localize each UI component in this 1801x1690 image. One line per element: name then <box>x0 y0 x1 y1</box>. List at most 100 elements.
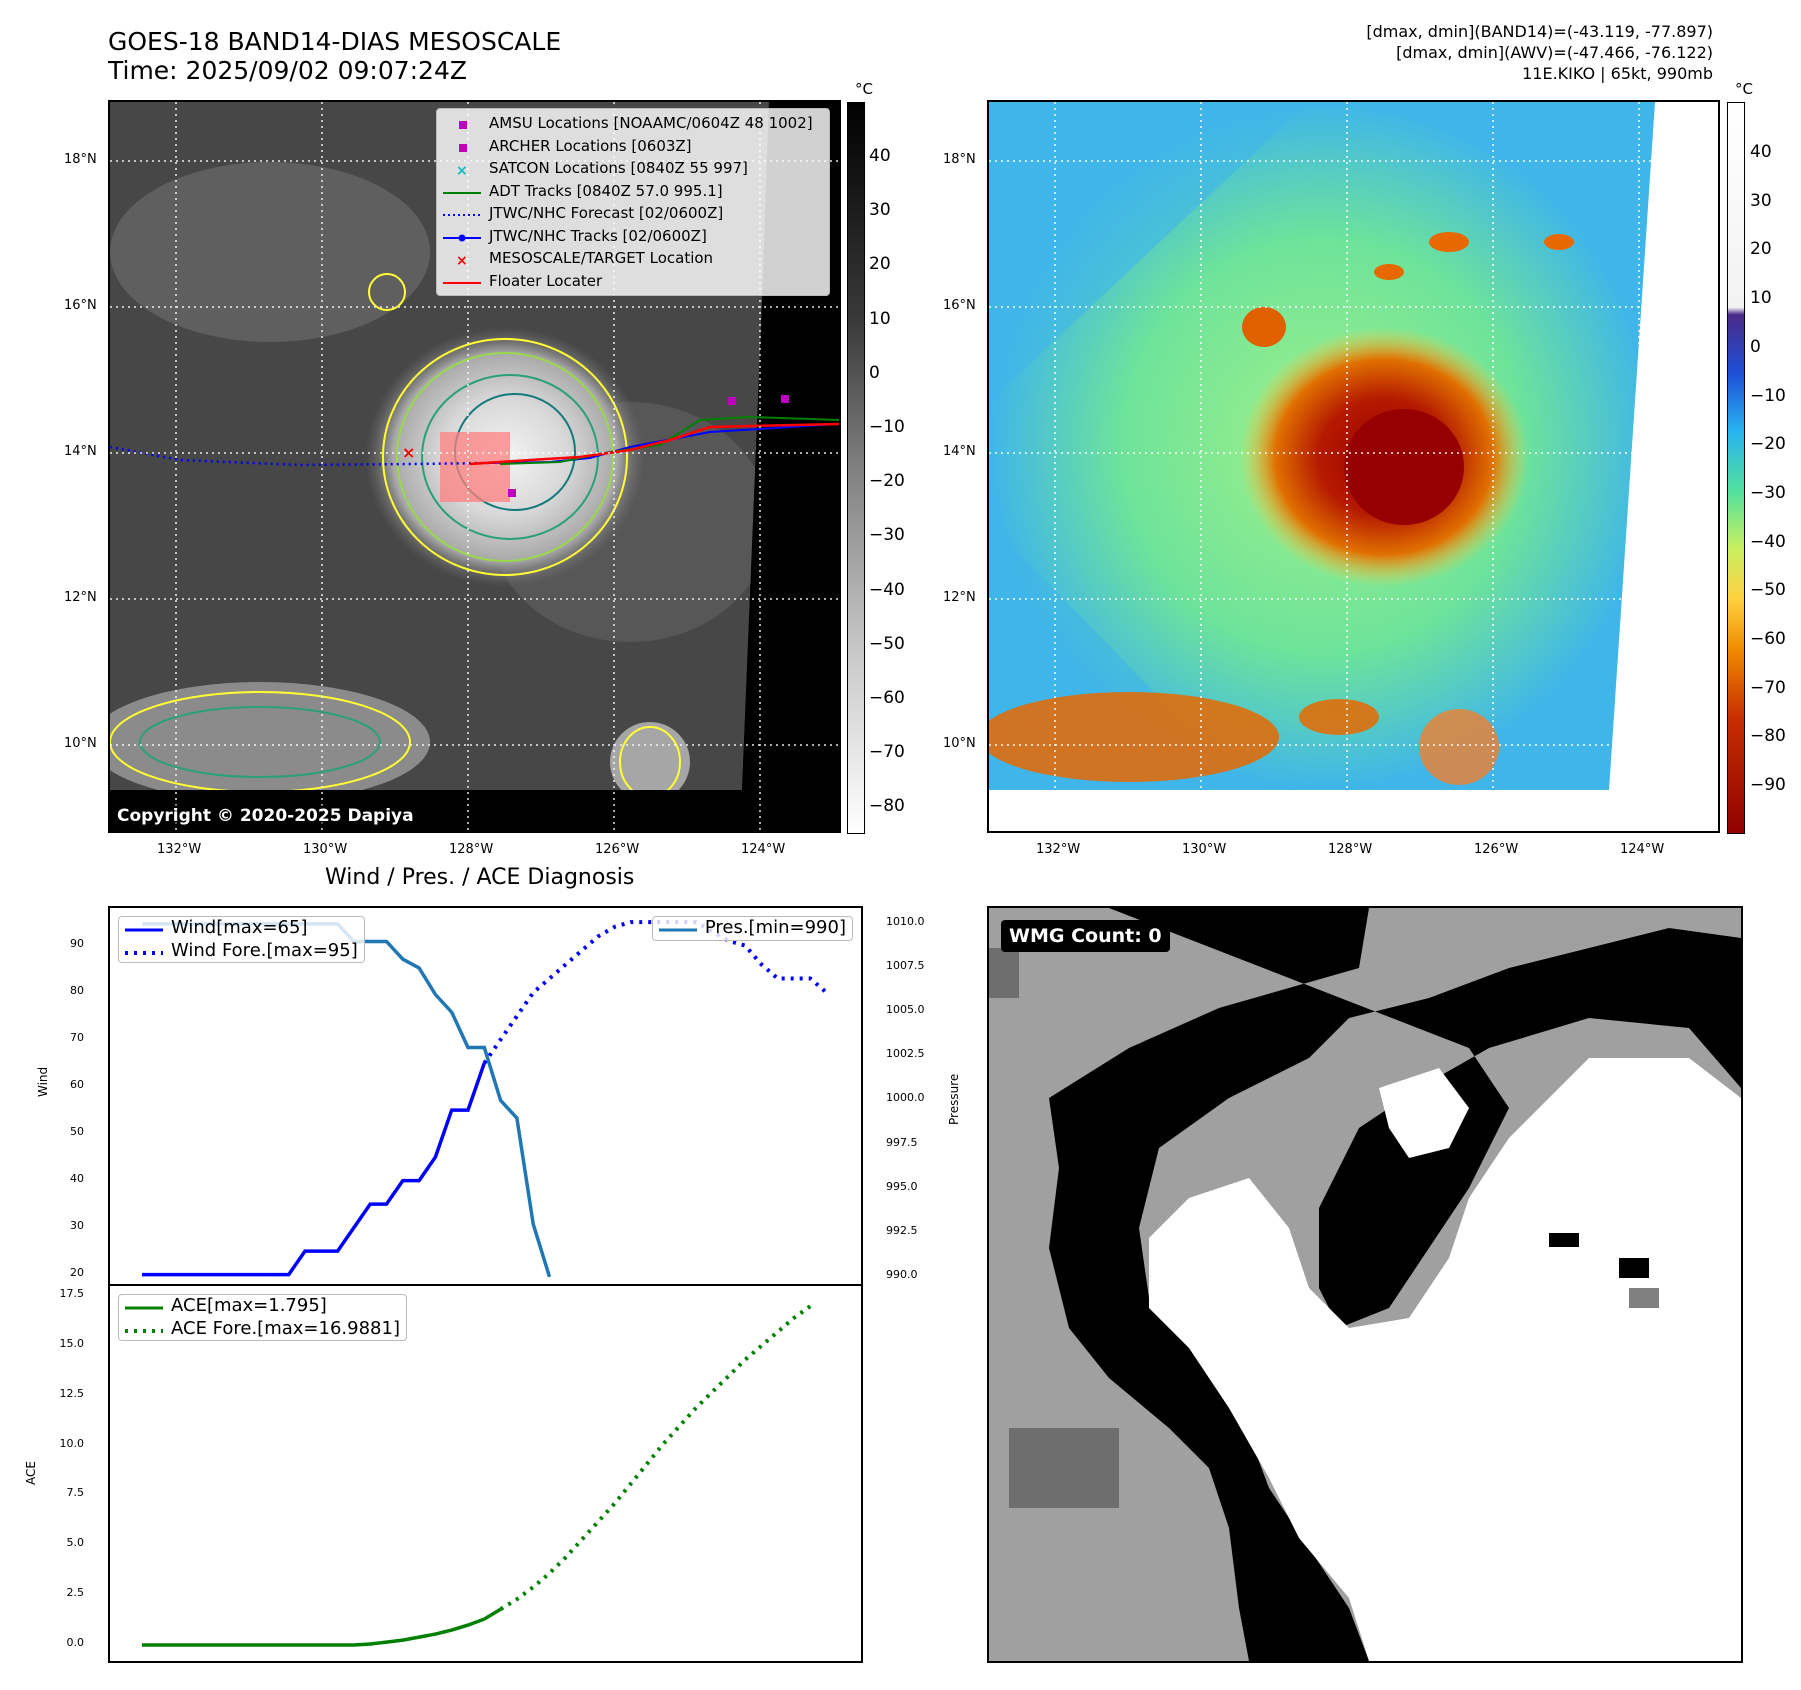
color-colorbar <box>1727 102 1745 834</box>
map-legend-label: SATCON Locations [0840Z 55 997] <box>489 159 748 177</box>
colorbar-tick-label: −20 <box>1750 434 1786 455</box>
map-legend-item: × MESOSCALE/TARGET Location <box>443 247 823 270</box>
y-tick-label: 30 <box>70 1218 84 1232</box>
wmg-svg <box>989 908 1741 1661</box>
map-legend-label: Floater Locater <box>489 271 603 290</box>
wind-legend: Wind[max=65] Wind Fore.[max=95] <box>118 916 365 963</box>
svg-text:×: × <box>402 443 415 462</box>
colorbar-tick-label: −40 <box>1750 531 1786 552</box>
map-legend-item: × SATCON Locations [0840Z 55 997] <box>443 157 823 180</box>
y-tick-label: 80 <box>70 983 84 997</box>
ace-chart: ACE[max=1.795] ACE Fore.[max=16.9881] <box>108 1284 863 1663</box>
y-tick-label: 7.5 <box>66 1486 85 1500</box>
legend-pres: Pres.[min=990] <box>704 917 846 938</box>
wind-axis-label: Wind <box>36 1066 50 1097</box>
map-legend-label: JTWC/NHC Forecast [02/0600Z] <box>489 204 724 222</box>
colorbar-tick-label: −80 <box>1750 726 1786 747</box>
svg-text:×: × <box>456 163 468 177</box>
colorbar-tick-label: 20 <box>869 254 891 275</box>
colorbar-tick-label: 0 <box>1750 336 1761 357</box>
colorbar-tick-label: 20 <box>1750 239 1772 260</box>
svg-text:×: × <box>456 253 468 267</box>
colorbar-tick-label: 30 <box>1750 190 1772 211</box>
wmg-count-label: WMG Count: 0 <box>1001 920 1170 952</box>
awv-map-panel <box>987 100 1720 833</box>
map-legend: AMSU Locations [NOAAMC/0604Z 48 1002] ARC… <box>436 108 830 296</box>
copyright-text: Copyright © 2020-2025 Dapiya <box>114 805 417 827</box>
map-legend-item: ARCHER Locations [0603Z] <box>443 135 823 158</box>
colorbar-tick-label: −50 <box>1750 580 1786 601</box>
y-tick-label: 40 <box>70 1171 84 1185</box>
lat-label: 14°N <box>943 444 976 459</box>
lat-label: 12°N <box>943 590 976 605</box>
y-tick-label: 990.0 <box>886 1267 918 1281</box>
lon-label: 128°W <box>449 842 494 857</box>
figure-title-line2: Time: 2025/09/02 09:07:24Z <box>108 56 467 85</box>
lon-label: 130°W <box>303 842 348 857</box>
y-tick-label: 70 <box>70 1030 84 1044</box>
y-tick-label: 0.0 <box>66 1636 85 1650</box>
ace-forecast-line <box>499 1304 812 1611</box>
wmg-panel: WMG Count: 0 <box>987 906 1743 1663</box>
lon-label: 124°W <box>1620 842 1665 857</box>
colorbar-tick-label: −90 <box>1750 775 1786 796</box>
lat-label: 10°N <box>943 736 976 751</box>
lat-label: 18°N <box>64 152 97 167</box>
map-legend-label: ARCHER Locations [0603Z] <box>489 136 692 155</box>
lon-label: 126°W <box>595 842 640 857</box>
colorbar-tick-label: −30 <box>1750 482 1786 503</box>
lat-label: 16°N <box>943 298 976 313</box>
map-legend-label: ADT Tracks [0840Z 57.0 995.1] <box>489 181 723 200</box>
map-legend-item: AMSU Locations [NOAAMC/0604Z 48 1002] <box>443 112 823 135</box>
y-tick-label: 20 <box>70 1265 84 1279</box>
y-tick-label: 997.5 <box>886 1135 918 1149</box>
wind-pres-svg <box>142 920 828 1278</box>
colorbar-tick-label: −10 <box>1750 385 1786 406</box>
ace-svg <box>142 1304 812 1647</box>
y-tick-label: 5.0 <box>66 1536 85 1550</box>
colorbar-tick-label: −70 <box>869 742 905 763</box>
info-line1: [dmax, dmin](BAND14)=(-43.119, -77.897) <box>1366 22 1713 41</box>
map-legend-label: JTWC/NHC Tracks [02/0600Z] <box>489 226 707 245</box>
colorbar-tick-label: −70 <box>1750 677 1786 698</box>
wind-forecast-line <box>482 920 828 1065</box>
colorbar-tick-label: 0 <box>869 362 880 383</box>
colorbar-tick-label: 10 <box>869 308 891 329</box>
lat-label: 10°N <box>64 736 97 751</box>
colorbar-tick-label: −40 <box>869 579 905 600</box>
colorbar-tick-label: 30 <box>869 200 891 221</box>
lon-label: 132°W <box>157 842 202 857</box>
y-tick-label: 15.0 <box>59 1336 85 1350</box>
colorbar-tick-label: −10 <box>869 417 905 437</box>
ace-line <box>142 1607 502 1647</box>
colorbar-tick-label: −80 <box>869 796 905 817</box>
colorbar-tick-label: −20 <box>869 471 905 492</box>
map-legend-item: ADT Tracks [0840Z 57.0 995.1] <box>443 180 823 203</box>
ir-map-panel: × AMSU Locations [NOAAMC/0604Z 48 1002] A… <box>108 100 841 833</box>
y-tick-label: 1002.5 <box>886 1047 925 1061</box>
y-tick-label: 992.5 <box>886 1223 918 1237</box>
lat-label: 14°N <box>64 444 97 459</box>
gray-colorbar-unit: °C <box>855 80 873 98</box>
legend-wind: Wind[max=65] <box>171 917 308 938</box>
wind-pres-chart: Wind[max=65] Wind Fore.[max=95] Pres.[mi… <box>108 906 863 1285</box>
legend-wind-forecast: Wind Fore.[max=95] <box>171 939 358 961</box>
y-tick-label: 1005.0 <box>886 1003 925 1017</box>
y-tick-label: 90 <box>70 936 84 950</box>
figure-title-line1: GOES-18 BAND14-DIAS MESOSCALE <box>108 27 562 56</box>
colorbar-tick-label: −50 <box>869 633 905 654</box>
y-tick-label: 1000.0 <box>886 1091 925 1105</box>
diag-title: Wind / Pres. / ACE Diagnosis <box>325 865 635 890</box>
colorbar-tick-label: 40 <box>1750 142 1772 162</box>
map-legend-item: JTWC/NHC Forecast [02/0600Z] <box>443 202 823 225</box>
y-tick-label: 50 <box>70 1124 84 1138</box>
ace-legend: ACE[max=1.795] ACE Fore.[max=16.9881] <box>118 1294 407 1341</box>
y-tick-label: 60 <box>70 1077 84 1091</box>
lat-label: 18°N <box>943 152 976 167</box>
y-tick-label: 995.0 <box>886 1179 918 1193</box>
info-line2: [dmax, dmin](AWV)=(-47.466, -76.122) <box>1396 43 1713 62</box>
map-legend-item: Floater Locater <box>443 270 823 293</box>
map-legend-item: JTWC/NHC Tracks [02/0600Z] <box>443 225 823 248</box>
ace-axis-label: ACE <box>24 1461 38 1485</box>
y-tick-label: 1007.5 <box>886 959 925 973</box>
